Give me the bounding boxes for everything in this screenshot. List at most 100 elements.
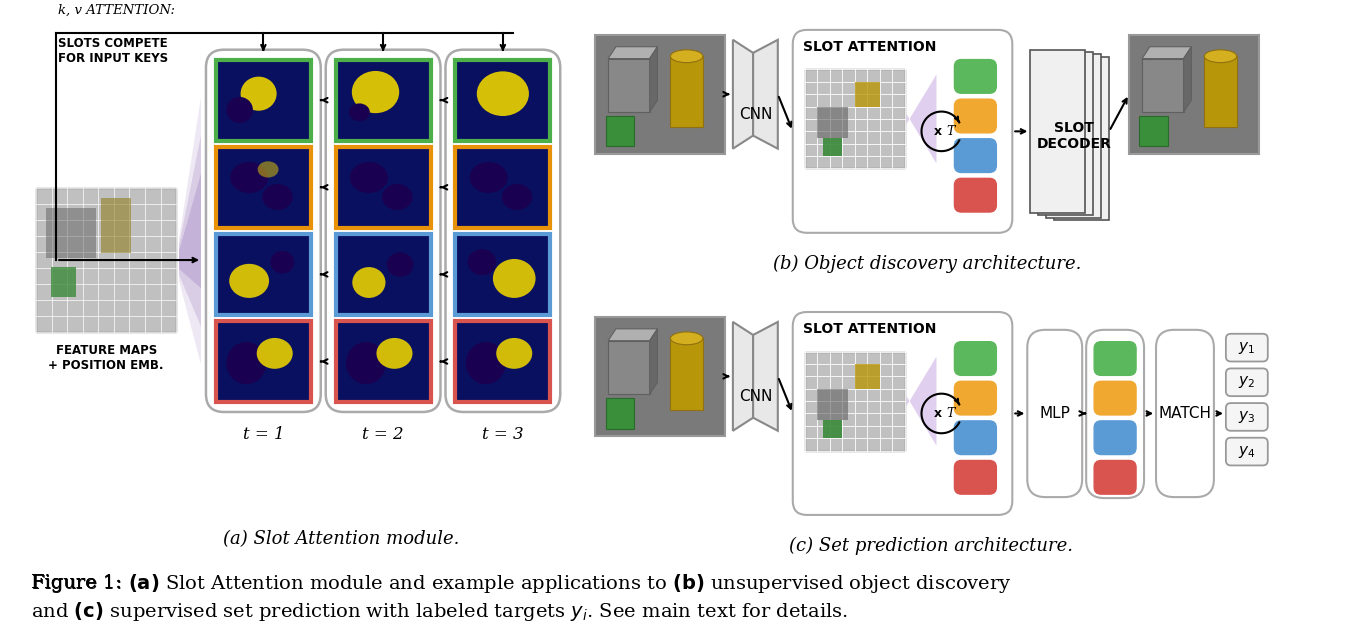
FancyBboxPatch shape [445, 50, 561, 412]
Text: (c) Set prediction architecture.: (c) Set prediction architecture. [789, 536, 1073, 555]
FancyBboxPatch shape [326, 50, 440, 412]
Bar [1139, 116, 1168, 146]
Polygon shape [608, 329, 657, 341]
Ellipse shape [470, 162, 508, 193]
Text: MLP: MLP [1039, 406, 1070, 421]
FancyBboxPatch shape [1095, 460, 1137, 494]
Bar [1031, 50, 1085, 213]
Bar [1046, 55, 1101, 218]
Ellipse shape [466, 342, 505, 384]
FancyBboxPatch shape [955, 60, 997, 93]
Bar [46, 208, 96, 258]
Ellipse shape [262, 184, 293, 210]
Text: Figure 1: $\bf{(a)}$ Slot Attention module and example applications to $\bf{(b)}: Figure 1: $\bf{(a)}$ Slot Attention modu… [31, 573, 1012, 595]
Bar [595, 35, 725, 154]
Bar [335, 321, 430, 402]
FancyBboxPatch shape [793, 30, 1012, 233]
Ellipse shape [227, 342, 266, 384]
Bar [1142, 59, 1184, 112]
Ellipse shape [467, 249, 496, 275]
Text: t = 2: t = 2 [363, 426, 403, 443]
Text: SLOT ATTENTION: SLOT ATTENTION [803, 40, 936, 54]
Bar [216, 60, 311, 141]
Polygon shape [754, 40, 778, 149]
FancyBboxPatch shape [1226, 334, 1268, 361]
Text: t = 3: t = 3 [482, 426, 524, 443]
Ellipse shape [227, 97, 253, 123]
Text: SLOTS COMPETE
FOR INPUT KEYS: SLOTS COMPETE FOR INPUT KEYS [58, 37, 168, 65]
Bar [805, 70, 904, 169]
Polygon shape [733, 40, 754, 149]
Bar [1054, 57, 1109, 220]
Bar [455, 234, 550, 315]
Text: T: T [947, 125, 955, 138]
Bar [335, 234, 430, 315]
Ellipse shape [376, 338, 413, 369]
Polygon shape [1142, 47, 1191, 59]
FancyBboxPatch shape [1226, 438, 1268, 466]
Bar [1205, 56, 1237, 128]
FancyBboxPatch shape [955, 178, 997, 212]
Bar [671, 56, 703, 128]
Bar [608, 341, 649, 394]
Ellipse shape [240, 77, 277, 111]
Bar [818, 389, 849, 420]
Text: Figure 1:: Figure 1: [31, 574, 128, 592]
Text: $y_{3}$: $y_{3}$ [1238, 409, 1256, 425]
Text: SLOT
DECODER: SLOT DECODER [1036, 121, 1111, 151]
Bar [216, 234, 311, 315]
Ellipse shape [671, 332, 703, 345]
Text: CNN: CNN [739, 388, 773, 404]
Ellipse shape [352, 71, 399, 113]
FancyBboxPatch shape [955, 421, 997, 455]
Text: (b) Object discovery architecture.: (b) Object discovery architecture. [773, 254, 1081, 273]
Text: FEATURE MAPS
+ POSITION EMB.: FEATURE MAPS + POSITION EMB. [49, 344, 164, 372]
Ellipse shape [346, 342, 386, 384]
Text: CNN: CNN [739, 106, 773, 122]
Ellipse shape [257, 338, 293, 369]
Ellipse shape [270, 251, 295, 274]
Text: t = 1: t = 1 [243, 426, 284, 443]
Ellipse shape [349, 104, 369, 121]
Bar [455, 321, 550, 402]
FancyBboxPatch shape [955, 381, 997, 415]
FancyBboxPatch shape [1226, 403, 1268, 431]
Polygon shape [754, 322, 778, 431]
Bar [455, 60, 550, 141]
Text: x: x [933, 407, 941, 420]
Polygon shape [608, 47, 657, 59]
FancyBboxPatch shape [955, 99, 997, 133]
Ellipse shape [350, 162, 388, 193]
FancyBboxPatch shape [1086, 330, 1143, 498]
Ellipse shape [1205, 50, 1237, 62]
FancyBboxPatch shape [947, 52, 1005, 220]
Ellipse shape [493, 259, 535, 298]
FancyBboxPatch shape [206, 50, 320, 412]
FancyBboxPatch shape [1226, 368, 1268, 396]
Text: x: x [933, 125, 941, 138]
FancyBboxPatch shape [793, 312, 1012, 515]
Bar [102, 198, 132, 252]
Text: MATCH: MATCH [1158, 406, 1211, 421]
FancyBboxPatch shape [947, 334, 1005, 502]
Bar [455, 147, 550, 228]
Bar [608, 59, 649, 112]
FancyBboxPatch shape [955, 138, 997, 173]
Bar [1039, 52, 1093, 215]
Bar [335, 60, 430, 141]
Bar [854, 364, 880, 389]
FancyBboxPatch shape [1095, 381, 1137, 415]
Ellipse shape [477, 71, 528, 116]
Text: and $\bf{(c)}$ supervised set prediction with labeled targets $y_i$. See main te: and $\bf{(c)}$ supervised set prediction… [31, 600, 849, 623]
Text: T: T [947, 407, 955, 420]
Polygon shape [1184, 47, 1191, 112]
Bar [854, 82, 880, 107]
Polygon shape [907, 75, 937, 164]
Text: (a) Slot Attention module.: (a) Slot Attention module. [223, 530, 459, 548]
Ellipse shape [258, 161, 278, 178]
Polygon shape [649, 329, 657, 394]
Ellipse shape [496, 338, 532, 369]
Ellipse shape [671, 50, 703, 62]
FancyBboxPatch shape [1156, 330, 1214, 497]
Ellipse shape [352, 267, 386, 298]
